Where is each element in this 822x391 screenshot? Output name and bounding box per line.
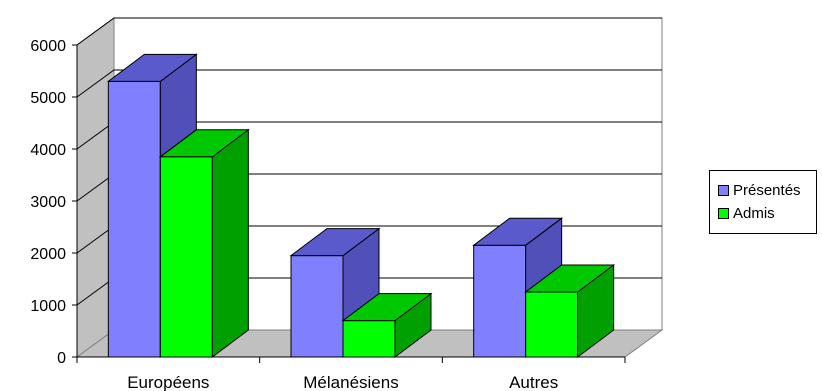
gridline-6	[76, 17, 662, 46]
bar-top-1-0	[158, 129, 250, 158]
legend-item-0: Présentés	[718, 179, 816, 202]
y-tick-labels: 0 1000 2000 3000 4000 5000 6000	[30, 38, 66, 367]
bar-top-1-1	[341, 293, 433, 322]
bar-front-0-0	[107, 80, 161, 358]
bar-side-1-0	[211, 128, 249, 358]
bar-top-0-0	[106, 53, 198, 82]
gridline-5	[76, 69, 662, 98]
x-tick-labels: Européens Mélanésiens Autres	[127, 373, 558, 391]
bar-top-0-2	[472, 217, 564, 246]
bar-front-1-1	[342, 320, 396, 358]
bar-front-0-1	[290, 255, 344, 358]
axes	[72, 44, 626, 363]
x-tick-label-2: Autres	[509, 373, 558, 391]
y-tick-label-5: 5000	[30, 90, 66, 107]
legend-label-0: Présentés	[733, 182, 801, 199]
legend-label-1: Admis	[733, 205, 775, 222]
bar-top-0-1	[289, 228, 381, 257]
bar-1-2	[524, 264, 616, 358]
bars	[106, 53, 616, 358]
bar-front-1-0	[159, 156, 213, 358]
x-tick-label-1: Mélanésiens	[303, 373, 398, 391]
bar-1-0	[158, 128, 250, 358]
y-tick-label-0: 0	[57, 350, 66, 367]
legend: Présentés Admis	[709, 170, 817, 234]
y-tick-label-3: 3000	[30, 194, 66, 211]
legend-item-1: Admis	[718, 202, 816, 225]
x-tick-label-0: Européens	[127, 373, 209, 391]
legend-swatch-1	[718, 208, 729, 219]
y-tick-label-6: 6000	[30, 38, 66, 55]
legend-swatch-0	[718, 185, 729, 196]
bar-top-1-2	[524, 264, 616, 293]
y-tick-label-4: 4000	[30, 142, 66, 159]
bar-front-0-2	[473, 244, 527, 358]
bar-front-1-2	[525, 291, 579, 358]
y-tick-label-1: 1000	[30, 298, 66, 315]
y-tick-label-2: 2000	[30, 246, 66, 263]
